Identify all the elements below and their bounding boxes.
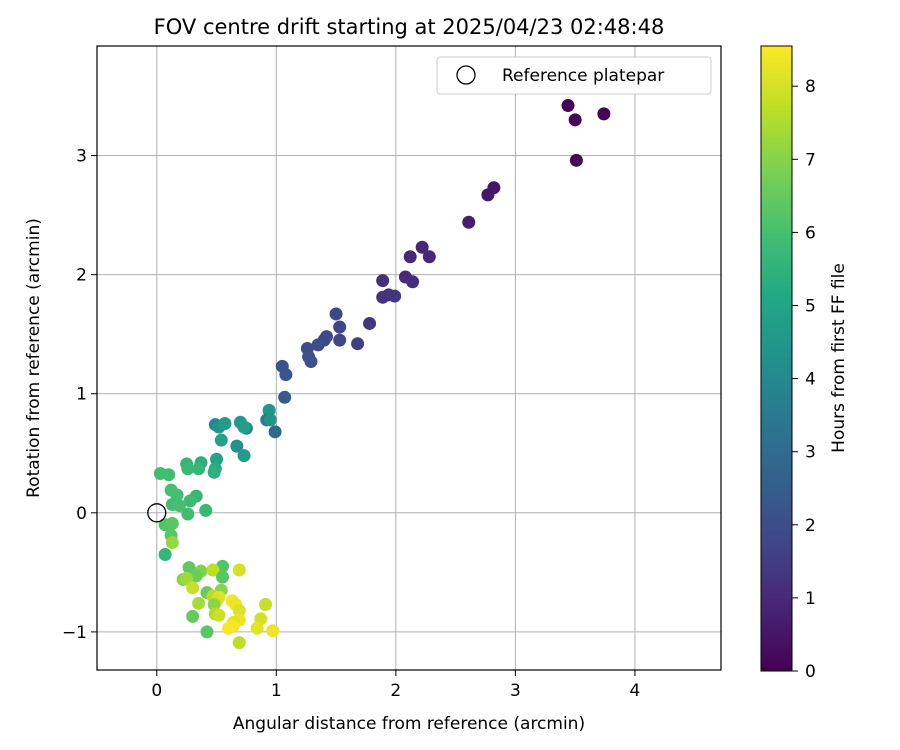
data-point xyxy=(278,390,292,404)
data-point xyxy=(165,517,179,531)
data-point xyxy=(376,290,390,304)
y-tick-label: −1 xyxy=(62,623,87,643)
data-point xyxy=(462,215,476,229)
data-point xyxy=(232,603,246,617)
y-tick-label: 3 xyxy=(76,147,87,167)
data-point xyxy=(415,240,429,254)
data-point xyxy=(237,420,251,434)
colorbar-tick-label: 0 xyxy=(805,662,816,682)
chart-title: FOV centre drift starting at 2025/04/23 … xyxy=(154,15,665,39)
colorbar-ticks: 0 1 2 3 4 5 6 7 8 xyxy=(792,77,816,682)
data-point xyxy=(192,462,206,476)
data-point xyxy=(279,368,293,382)
data-point xyxy=(422,250,436,264)
data-point xyxy=(165,536,179,550)
legend-box xyxy=(436,56,712,95)
data-point xyxy=(214,433,228,447)
colorbar-label: Hours from first FF file xyxy=(829,263,849,453)
data-point xyxy=(351,337,365,351)
data-point xyxy=(158,547,172,561)
x-tick-label: 1 xyxy=(271,681,282,701)
data-point xyxy=(181,507,195,521)
data-point xyxy=(232,563,246,577)
data-point xyxy=(207,598,221,612)
colorbar-tick-label: 2 xyxy=(805,516,816,536)
data-point xyxy=(180,571,194,585)
data-point xyxy=(200,625,214,639)
colorbar-tick-label: 8 xyxy=(805,77,816,97)
data-point xyxy=(172,499,186,513)
colorbar-tick-label: 7 xyxy=(805,150,816,170)
colorbar-bar xyxy=(760,45,793,672)
data-point xyxy=(210,452,224,466)
y-axis-ticks: −1 0 1 2 3 xyxy=(62,147,97,643)
reference-platepar-marker xyxy=(147,503,167,523)
data-point xyxy=(259,598,273,612)
data-point xyxy=(162,468,176,482)
data-point xyxy=(206,563,220,577)
x-tick-label: 4 xyxy=(630,681,641,701)
data-point xyxy=(250,621,264,635)
x-tick-label: 0 xyxy=(151,681,162,701)
colorbar-tick-label: 5 xyxy=(805,297,816,317)
x-tick-label: 2 xyxy=(390,681,401,701)
data-point xyxy=(232,636,246,650)
gridlines xyxy=(97,46,721,670)
data-point xyxy=(216,570,230,584)
data-point xyxy=(329,307,343,321)
plot-area: 0 1 2 3 4 −1 0 1 2 3 xyxy=(62,45,722,701)
data-point xyxy=(568,113,582,127)
x-axis-label: Angular distance from reference (arcmin) xyxy=(233,714,585,734)
colorbar-tick-label: 6 xyxy=(805,223,816,243)
data-point xyxy=(221,621,235,635)
data-point xyxy=(333,333,347,347)
data-point xyxy=(218,416,232,430)
data-point xyxy=(376,274,390,288)
data-point xyxy=(569,153,583,167)
data-point xyxy=(186,609,200,623)
plot-frame xyxy=(96,45,722,671)
data-point xyxy=(237,449,251,463)
legend-label-reference-platepar: Reference platepar xyxy=(502,66,664,86)
data-point xyxy=(186,581,200,595)
data-point xyxy=(597,107,611,121)
data-point xyxy=(388,289,402,303)
data-point xyxy=(183,494,197,508)
legend: Reference platepar xyxy=(436,56,712,95)
data-point xyxy=(230,439,244,453)
data-point xyxy=(263,413,277,427)
data-point xyxy=(561,99,575,113)
colorbar-tick-label: 4 xyxy=(805,370,816,390)
scatter-points xyxy=(153,99,611,650)
colorbar: 0 1 2 3 4 5 6 7 8 Hours from first FF file xyxy=(760,45,849,682)
legend-open-circle-icon xyxy=(456,65,476,85)
data-point xyxy=(406,275,420,289)
data-point xyxy=(268,425,282,439)
data-point xyxy=(192,596,206,610)
y-tick-label: 2 xyxy=(76,266,87,286)
data-point xyxy=(199,503,213,517)
data-point xyxy=(212,608,226,622)
data-point xyxy=(181,462,195,476)
data-point xyxy=(363,316,377,330)
colorbar-tick-label: 3 xyxy=(805,443,816,463)
x-tick-label: 3 xyxy=(510,681,521,701)
colorbar-tick-label: 1 xyxy=(805,589,816,609)
y-tick-label: 0 xyxy=(76,504,87,524)
data-point xyxy=(333,320,347,334)
data-point xyxy=(311,338,325,352)
data-point xyxy=(304,355,318,369)
data-point xyxy=(403,250,417,264)
data-point xyxy=(481,188,495,202)
data-point xyxy=(207,465,221,479)
y-tick-label: 1 xyxy=(76,385,87,405)
x-axis-ticks: 0 1 2 3 4 xyxy=(151,670,640,701)
y-axis-label: Rotation from reference (arcmin) xyxy=(24,218,44,498)
data-point xyxy=(266,624,280,638)
